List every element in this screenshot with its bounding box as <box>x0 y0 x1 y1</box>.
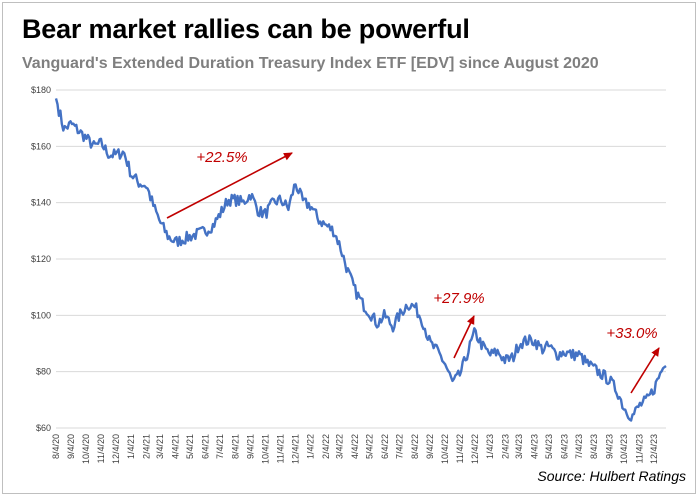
x-tick-label: 11/4/20 <box>96 434 106 463</box>
x-tick-label: 3/4/21 <box>155 434 165 459</box>
x-tick-label: 9/4/21 <box>246 434 256 459</box>
chart-title: Bear market rallies can be powerful <box>22 14 470 44</box>
x-tick-label: 8/4/22 <box>410 434 420 459</box>
x-tick-label: 12/4/20 <box>111 434 121 464</box>
x-tick-label: 4/4/22 <box>350 434 360 459</box>
x-tick-label: 5/4/23 <box>544 434 554 459</box>
x-tick-label: 6/4/22 <box>380 434 390 459</box>
plot-area <box>54 98 667 422</box>
x-tick-label: 3/4/22 <box>335 434 345 459</box>
y-axis: $60 $80 $100 $120 $140 $160 $180 <box>31 85 51 433</box>
x-tick-label: 5/4/21 <box>185 434 195 459</box>
x-tick-label: 10/4/21 <box>260 434 270 464</box>
x-tick-label: 4/4/21 <box>170 434 180 459</box>
gridlines <box>56 89 666 429</box>
x-tick-label: 2/4/22 <box>321 434 331 459</box>
x-tick-label: 8/4/20 <box>51 434 61 459</box>
x-tick-label: 1/4/23 <box>485 434 495 459</box>
chart-frame <box>2 2 696 494</box>
y-tick-label: $180 <box>31 85 51 95</box>
x-tick-label: 9/4/23 <box>604 434 614 459</box>
x-tick-label: 12/4/23 <box>649 434 659 464</box>
x-tick-label: 1/4/21 <box>126 434 136 459</box>
x-tick-label: 6/4/21 <box>200 434 210 459</box>
annotation-label: +22.5% <box>196 149 247 166</box>
annotation-label: +33.0% <box>606 325 657 342</box>
x-tick-label: 5/4/22 <box>365 434 375 459</box>
x-tick-label: 2/4/21 <box>141 434 151 459</box>
x-tick-label: 6/4/23 <box>559 434 569 459</box>
x-tick-label: 8/4/21 <box>230 434 240 459</box>
annotations: +22.5% +27.9% +33.0% <box>166 149 660 394</box>
y-tick-label: $120 <box>31 254 51 264</box>
x-tick-label: 11/4/23 <box>634 434 644 463</box>
x-tick-label: 9/4/22 <box>425 434 435 459</box>
annotation-label: +27.9% <box>433 290 484 307</box>
x-tick-label: 10/4/20 <box>81 434 91 464</box>
x-tick-label: 3/4/23 <box>514 434 524 459</box>
x-tick-label: 7/4/22 <box>395 434 405 459</box>
x-tick-label: 10/4/23 <box>619 434 629 464</box>
x-tick-label: 9/4/20 <box>66 434 76 459</box>
x-tick-label: 11/4/21 <box>276 434 286 463</box>
x-tick-label: 8/4/23 <box>589 434 599 459</box>
y-tick-label: $80 <box>36 367 51 377</box>
y-tick-label: $160 <box>31 141 51 151</box>
x-tick-label: 12/4/22 <box>470 434 480 464</box>
price-line <box>54 98 667 422</box>
x-tick-label: 11/4/22 <box>455 434 465 463</box>
x-tick-label: 4/4/23 <box>529 434 539 459</box>
x-tick-label: 1/4/22 <box>306 434 316 459</box>
x-tick-label: 10/4/22 <box>440 434 450 464</box>
x-tick-label: 12/4/21 <box>290 434 300 464</box>
chart-subtitle: Vanguard's Extended Duration Treasury In… <box>22 55 599 72</box>
x-tick-label: 7/4/23 <box>574 434 584 459</box>
annotation-arrow <box>630 347 660 394</box>
x-axis: 8/4/20 9/4/20 10/4/20 11/4/20 12/4/20 1/4/21 2… <box>51 434 659 464</box>
y-tick-label: $140 <box>31 198 51 208</box>
y-tick-label: $100 <box>31 310 51 320</box>
y-tick-label: $60 <box>36 423 51 433</box>
x-tick-label: 2/4/23 <box>500 434 510 459</box>
annotation-arrow <box>453 315 475 359</box>
x-tick-label: 7/4/21 <box>215 434 225 459</box>
annotation-arrow <box>166 152 293 219</box>
source-note: Source: Hulbert Ratings <box>537 468 686 484</box>
